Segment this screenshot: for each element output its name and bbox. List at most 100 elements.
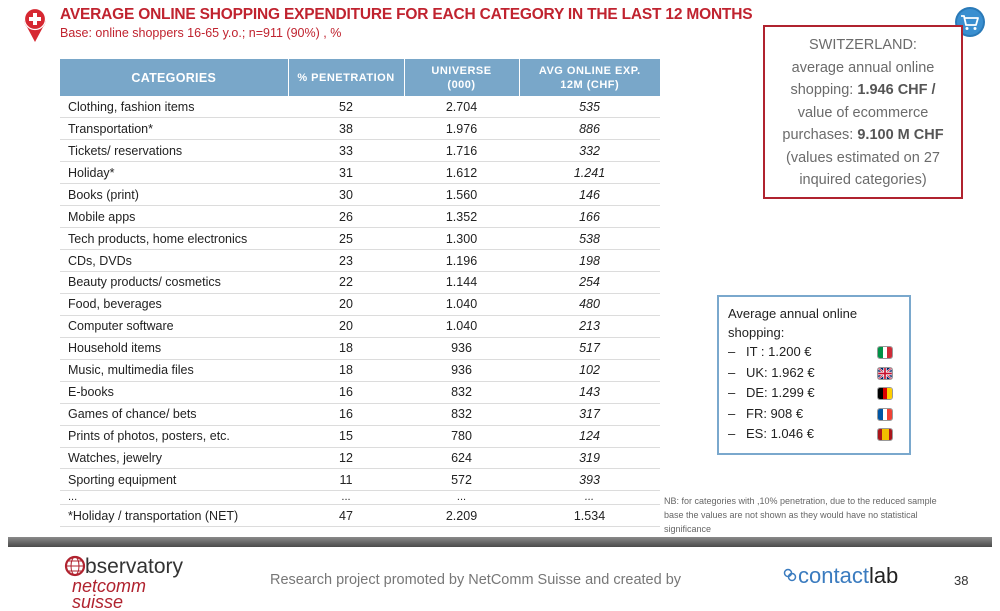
universe-cell: 2.704 (404, 96, 519, 119)
header-categories: CATEGORIES (60, 59, 289, 96)
avg-expenditure-cell: 1.534 (519, 504, 660, 528)
penetration-cell: 12 (288, 447, 404, 470)
swiss-ecommerce-value: 9.100 M CHF (857, 127, 944, 143)
universe-cell: 1.144 (404, 271, 519, 294)
universe-cell: 1.976 (404, 117, 519, 141)
avg-heading-line1: Average annual online (728, 306, 858, 321)
penetration-cell: 18 (288, 337, 404, 360)
penetration-cell: 25 (288, 227, 404, 251)
table-row: Tickets/ reservations 33 1.716 332 (60, 139, 660, 163)
category-cell: Holiday* (60, 161, 288, 185)
penetration-cell: 20 (288, 293, 404, 316)
category-cell: Sporting equipment (60, 468, 288, 492)
header-avg-expenditure: AVG ONLINE EXP. 12M (CHF) (519, 59, 660, 96)
avg-expenditure-cell: 538 (519, 227, 660, 251)
category-cell: Watches, jewelry (60, 447, 288, 470)
country-value: ES: 1.046 € (746, 426, 814, 441)
avg-expenditure-cell: 198 (519, 249, 660, 272)
avg-expenditure-cell: 393 (519, 468, 660, 492)
penetration-cell: 20 (288, 315, 404, 338)
table-row: Prints of photos, posters, etc. 15 780 124 (60, 425, 660, 448)
penetration-cell: 22 (288, 271, 404, 294)
contactlab-logo: contactlab (783, 562, 933, 592)
country-item-it: – IT : 1.200 € (728, 342, 909, 363)
page-subtitle: Base: online shoppers 16-65 y.o.; n=911 … (60, 26, 342, 40)
country-value: FR: 908 € (746, 405, 804, 421)
bullet-dash: – (728, 385, 736, 400)
universe-cell: 1.560 (404, 183, 519, 207)
table-row: Sporting equipment 11 572 393 (60, 468, 660, 492)
penetration-cell: 31 (288, 161, 404, 185)
universe-cell: 832 (404, 403, 519, 426)
avg-expenditure-cell: 480 (519, 293, 660, 316)
table-row-ellipsis: ............ (60, 490, 660, 506)
category-cell: Transportation* (60, 117, 288, 141)
table-row: E-books 16 832 143 (60, 381, 660, 404)
table-header-row: CATEGORIES % PENETRATION UNIVERSE (000) A… (60, 59, 660, 96)
avg-expenditure-cell: 517 (519, 337, 660, 360)
category-cell: Prints of photos, posters, etc. (60, 425, 288, 448)
country-value: IT : 1.200 € (746, 344, 812, 359)
penetration-cell: 18 (288, 359, 404, 382)
note-line1: NB: for categories with ,10% penetration… (664, 496, 937, 506)
avg-expenditure-cell: ... (519, 490, 660, 506)
page-number: 38 (954, 573, 969, 588)
avg-expenditure-cell: 1.241 (519, 161, 660, 185)
table-row: Games of chance/ bets 16 832 317 (60, 403, 660, 426)
category-cell: Clothing, fashion items (60, 96, 288, 119)
expenditure-table: CATEGORIES % PENETRATION UNIVERSE (000) A… (60, 59, 660, 528)
avg-heading-line2: shopping: (728, 325, 785, 340)
observatory-netcomm-logo: O bservatory netcomm suisse (64, 552, 214, 611)
avg-expenditure-cell: 166 (519, 205, 660, 229)
avg-expenditure-cell: 886 (519, 117, 660, 141)
country-item-es: – ES: 1.046 € (728, 424, 909, 445)
country-average-box: Average annual online shopping: – IT : 1.… (717, 295, 911, 455)
category-cell: Household items (60, 337, 288, 360)
avg-expenditure-cell: 535 (519, 96, 660, 119)
universe-cell: 572 (404, 468, 519, 492)
universe-cell: 1.040 (404, 315, 519, 338)
bullet-dash: – (728, 405, 736, 421)
swiss-line5-label: purchases: (782, 127, 858, 143)
switzerland-summary-box: SWITZERLAND: average annual online shopp… (763, 25, 963, 199)
contactlab-text-b: lab (868, 563, 899, 588)
bullet-dash: – (728, 344, 736, 359)
table-row: Computer software 20 1.040 213 (60, 315, 660, 338)
universe-cell: 832 (404, 381, 519, 404)
spain-flag-icon (877, 428, 893, 441)
country-item-uk: – UK: 1.962 € (728, 363, 909, 384)
universe-cell: 1.352 (404, 205, 519, 229)
category-cell: CDs, DVDs (60, 249, 288, 272)
contactlab-text: contactlab (798, 563, 898, 589)
penetration-cell: 16 (288, 381, 404, 404)
universe-cell: 936 (404, 337, 519, 360)
contactlab-text-a: contact (798, 563, 869, 588)
penetration-cell: 52 (288, 96, 404, 119)
penetration-cell: 38 (288, 117, 404, 141)
france-flag-icon (877, 407, 893, 421)
category-cell: Tickets/ reservations (60, 139, 288, 163)
swiss-line4: value of ecommerce (797, 104, 929, 121)
table-row: Books (print) 30 1.560 146 (60, 183, 660, 207)
avg-expenditure-cell: 332 (519, 139, 660, 163)
category-cell: *Holiday / transportation (NET) (60, 504, 288, 528)
universe-cell: 1.040 (404, 293, 519, 316)
category-cell: Music, multimedia files (60, 359, 288, 382)
penetration-cell: 30 (288, 183, 404, 207)
category-cell: Computer software (60, 315, 288, 338)
table-row: Tech products, home electronics 25 1.300 53… (60, 227, 660, 251)
avg-expenditure-cell: 213 (519, 315, 660, 338)
table-row-net: *Holiday / transportation (NET) 47 2.209 1.… (60, 504, 660, 528)
table-row: Beauty products/ cosmetics 22 1.144 254 (60, 271, 660, 294)
universe-cell: 624 (404, 447, 519, 470)
swiss-cross-pin-icon (23, 7, 47, 43)
avg-expenditure-cell: 143 (519, 381, 660, 404)
suisse-text: suisse (72, 592, 124, 611)
italy-flag-icon (877, 346, 893, 359)
contactlab-mark-icon (783, 568, 797, 582)
table-row: Clothing, fashion items 52 2.704 535 (60, 96, 660, 119)
penetration-cell: 33 (288, 139, 404, 163)
category-cell: Games of chance/ bets (60, 403, 288, 426)
table-body: Clothing, fashion items 52 2.704 535 Transpo… (60, 96, 660, 528)
category-cell: Food, beverages (60, 293, 288, 316)
